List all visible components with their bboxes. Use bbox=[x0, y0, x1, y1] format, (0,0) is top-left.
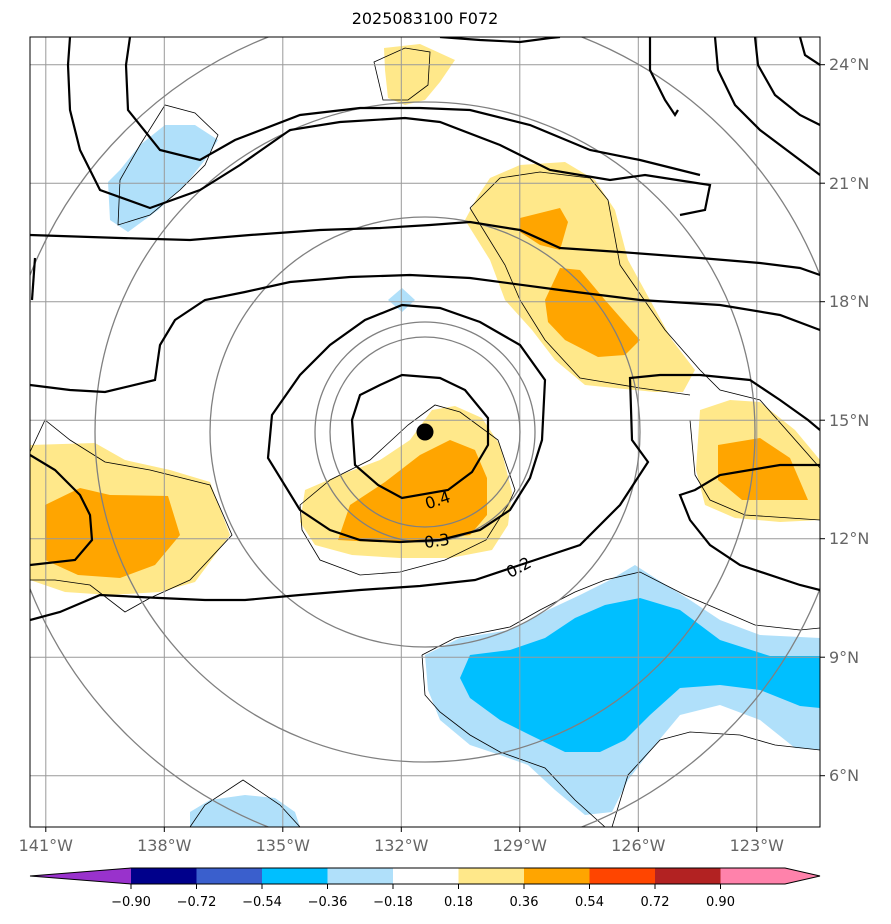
axis-ticks bbox=[45, 64, 825, 832]
outline-southwest bbox=[189, 779, 301, 827]
lon-label-138: 138°W bbox=[137, 836, 192, 855]
range-ring-1 bbox=[329, 336, 521, 528]
range-ring-4 bbox=[94, 101, 756, 763]
lat-label-15: 15°N bbox=[829, 411, 869, 430]
contour-west-edge bbox=[30, 257, 37, 301]
colorbar-swatch-3 bbox=[262, 868, 328, 884]
colorbar: −0.90 −0.72 −0.54 −0.36 −0.18 0.18 0.36 … bbox=[29, 867, 821, 910]
colorbar-label-3: −0.54 bbox=[242, 895, 282, 910]
contour-north-1 bbox=[30, 220, 820, 277]
outline-east bbox=[689, 419, 820, 521]
colorbar-label-5: −0.18 bbox=[373, 895, 413, 910]
contour-label-0.3: 0.3 bbox=[423, 530, 451, 552]
fill-lightblue-northwest bbox=[108, 125, 218, 232]
range-ring-2 bbox=[314, 321, 536, 543]
outline-southeast-east bbox=[611, 731, 820, 827]
colorbar-label-10: 0.90 bbox=[706, 895, 735, 910]
colorbar-label-9: 0.72 bbox=[641, 895, 670, 910]
outline-west bbox=[30, 419, 233, 613]
contour-inner-0.4 bbox=[350, 373, 490, 500]
map-title: 2025083100 F072 bbox=[351, 9, 499, 28]
lat-label-12: 12°N bbox=[829, 529, 869, 548]
lat-tick-labels: 6°N 9°N 12°N 15°N 18°N 21°N 24°N bbox=[829, 55, 869, 785]
lon-label-141: 141°W bbox=[19, 836, 74, 855]
contour-northeast-1 bbox=[648, 37, 679, 118]
contour-north-2 bbox=[66, 37, 712, 217]
lon-label-135: 135°W bbox=[256, 836, 311, 855]
colorbar-swatch-4 bbox=[327, 868, 393, 884]
plot-frame bbox=[29, 36, 821, 828]
colorbar-swatch-9 bbox=[655, 868, 721, 884]
outline-southeast bbox=[421, 571, 820, 656]
outline-northeast-inner bbox=[469, 207, 691, 396]
lat-label-9: 9°N bbox=[829, 648, 859, 667]
fill-orange-center bbox=[338, 440, 487, 542]
colorbar-label-2: −0.72 bbox=[177, 895, 217, 910]
colorbar-extend-high bbox=[785, 868, 820, 884]
lon-label-123: 123°W bbox=[730, 836, 785, 855]
colorbar-label-4: −0.36 bbox=[308, 895, 348, 910]
contour-west-lobe bbox=[30, 454, 94, 567]
lat-label-21: 21°N bbox=[829, 174, 869, 193]
plot-area: 0.4 0.3 0.2 bbox=[30, 37, 820, 827]
lat-label-18: 18°N bbox=[829, 292, 869, 311]
range-ring-3 bbox=[209, 216, 641, 648]
positive-anomaly-fills bbox=[30, 44, 820, 595]
contour-north-3 bbox=[124, 37, 701, 177]
contour-northeast-3 bbox=[753, 37, 820, 126]
lat-label-6: 6°N bbox=[829, 766, 859, 785]
colorbar-swatch-8 bbox=[589, 868, 655, 884]
contour-0.2 bbox=[30, 273, 820, 394]
colorbar-label-1: −0.90 bbox=[111, 895, 151, 910]
colorbar-extend-low bbox=[30, 868, 131, 884]
colorbar-swatch-5 bbox=[393, 868, 459, 884]
storm-center-marker bbox=[416, 423, 434, 441]
contour-0.3 bbox=[266, 303, 547, 544]
outline-center bbox=[299, 404, 516, 576]
contour-label-0.2: 0.2 bbox=[503, 553, 534, 582]
colorbar-label-8: 0.54 bbox=[575, 895, 604, 910]
contour-northeast-2 bbox=[713, 37, 820, 176]
colorbar-swatch-10 bbox=[720, 868, 785, 884]
fill-yellow-north bbox=[384, 44, 455, 105]
colorbar-swatch-1 bbox=[131, 868, 197, 884]
outline-northeast bbox=[469, 171, 820, 469]
black-contours bbox=[30, 37, 820, 622]
lon-label-132: 132°W bbox=[374, 836, 429, 855]
range-rings bbox=[30, 37, 820, 827]
lat-label-24: 24°N bbox=[829, 55, 869, 74]
lon-tick-labels: 141°W 138°W 135°W 132°W 129°W 126°W 123°… bbox=[19, 836, 785, 855]
contour-0.2-south bbox=[30, 373, 820, 622]
contour-east-lobe bbox=[678, 463, 820, 592]
colorbar-label-7: 0.36 bbox=[510, 895, 539, 910]
fill-lightblue-southwest bbox=[190, 795, 300, 827]
outline-southeast-lower bbox=[421, 654, 606, 827]
colorbar-swatch-6 bbox=[458, 868, 524, 884]
colorbar-label-6: 0.18 bbox=[444, 895, 473, 910]
lon-label-126: 126°W bbox=[611, 836, 666, 855]
lon-label-129: 129°W bbox=[493, 836, 548, 855]
fill-orange-east bbox=[718, 438, 808, 500]
colorbar-swatch-7 bbox=[524, 868, 590, 884]
colorbar-ticks bbox=[130, 884, 721, 889]
contour-northeast-4 bbox=[798, 37, 820, 66]
colorbar-swatch-2 bbox=[196, 868, 262, 884]
outline-north bbox=[373, 47, 431, 101]
contour-north-4 bbox=[439, 37, 561, 44]
fill-orange-northeast-1 bbox=[520, 208, 568, 250]
fill-blue-southeast bbox=[460, 598, 820, 752]
